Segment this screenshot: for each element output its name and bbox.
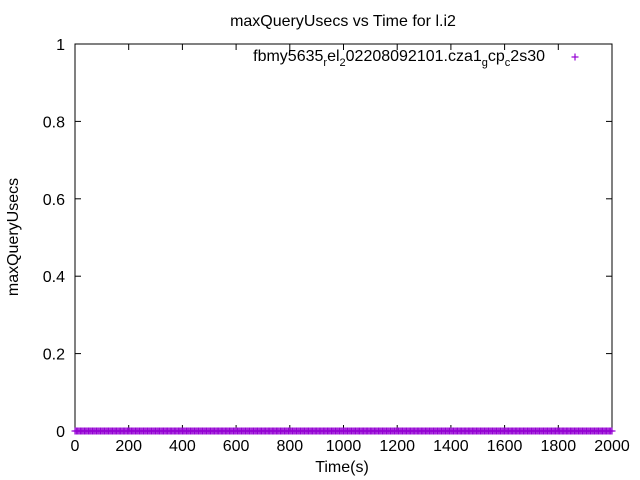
x-tick-label: 800 xyxy=(276,438,303,455)
legend-label: fbmy5635rel202208092101.cza1gcpc2s30 xyxy=(253,48,545,69)
x-tick-label: 600 xyxy=(223,438,250,455)
y-axis-label: maxQueryUsecs xyxy=(5,178,22,296)
plot-area xyxy=(74,43,613,432)
x-tick-label: 0 xyxy=(71,438,80,455)
x-tick-label: 1400 xyxy=(433,438,469,455)
legend-marker-plus xyxy=(571,53,579,61)
x-tick-label: 1000 xyxy=(326,438,362,455)
axis-ticks: 0 200 400 600 800 1000 1200 1400 1600 1800 2000 0 0.… xyxy=(43,37,630,455)
x-tick-label: 2000 xyxy=(594,438,630,455)
x-tick-label: 200 xyxy=(115,438,142,455)
chart-title: maxQueryUsecs vs Time for l.i2 xyxy=(230,13,456,30)
x-tick-label: 400 xyxy=(169,438,196,455)
data-point xyxy=(608,427,616,435)
y-tick-label: 0.6 xyxy=(43,192,65,209)
y-tick-label: 0 xyxy=(56,424,65,441)
y-tick-label: 0.8 xyxy=(43,114,65,131)
y-tick-label: 1 xyxy=(56,37,65,54)
x-tick-label: 1600 xyxy=(487,438,523,455)
y-tick-label: 0.4 xyxy=(43,269,65,286)
x-tick-label: 1200 xyxy=(379,438,415,455)
legend: fbmy5635rel202208092101.cza1gcpc2s30 xyxy=(253,48,579,69)
plot-border xyxy=(74,43,613,432)
data-points xyxy=(71,427,616,435)
x-axis-label: Time(s) xyxy=(315,459,369,476)
y-tick-label: 0.2 xyxy=(43,347,65,364)
x-tick-label: 1800 xyxy=(541,438,577,455)
